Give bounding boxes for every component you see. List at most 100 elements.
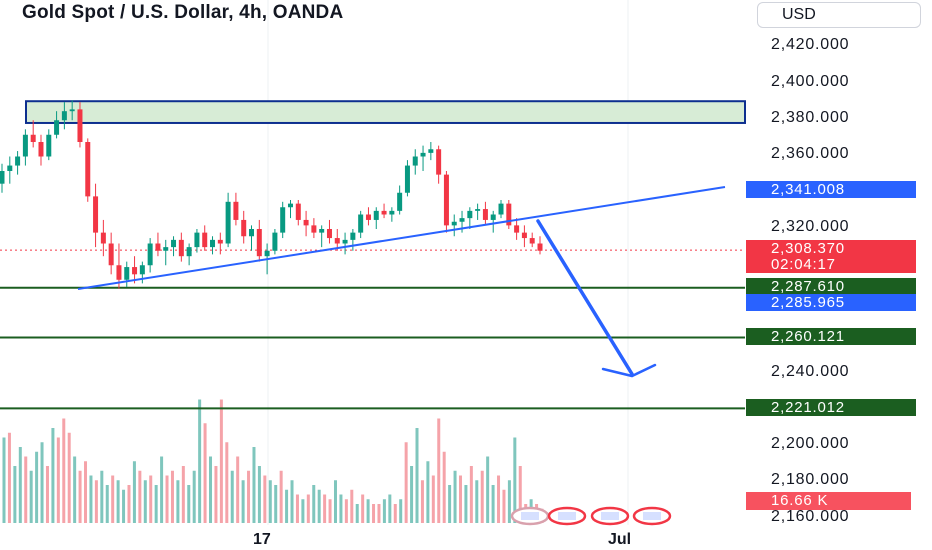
volume-bar bbox=[497, 475, 501, 523]
volume-bar bbox=[464, 485, 468, 523]
currency-button[interactable]: USD bbox=[757, 2, 921, 28]
flag-icon bbox=[643, 512, 661, 520]
last-price-badge: 2,308.370 bbox=[746, 240, 916, 257]
trend-drawings bbox=[77, 186, 726, 378]
candle-body bbox=[202, 232, 208, 248]
price-tick: 2,360.000 bbox=[771, 145, 850, 162]
price-tick: 2,420.000 bbox=[771, 36, 850, 53]
event-icon bbox=[632, 506, 672, 526]
candle-body bbox=[38, 142, 44, 157]
level-price-badge: 2,260.121 bbox=[746, 328, 916, 345]
resistance-zone-rect bbox=[25, 100, 746, 124]
volume-bar bbox=[502, 489, 506, 523]
volume-bar bbox=[263, 475, 267, 523]
time-label: 17 bbox=[253, 531, 271, 548]
volume-bar bbox=[100, 470, 104, 523]
volume-bar bbox=[51, 428, 55, 523]
volume-bar bbox=[339, 494, 343, 523]
volume-bar bbox=[295, 494, 299, 523]
volume-bar bbox=[7, 432, 11, 523]
candle-body bbox=[256, 229, 262, 257]
candle-body bbox=[303, 219, 309, 226]
candle-body bbox=[397, 192, 403, 211]
volume-bar bbox=[154, 485, 158, 523]
candle-body bbox=[194, 232, 200, 248]
volume-bar bbox=[165, 475, 169, 523]
candle-body bbox=[482, 209, 488, 220]
volume-bar bbox=[301, 499, 305, 523]
volume-bar bbox=[285, 489, 289, 523]
event-icon bbox=[590, 506, 630, 526]
candle-body bbox=[428, 149, 434, 153]
price-tick: 2,400.000 bbox=[771, 73, 850, 90]
volume-bar bbox=[290, 480, 294, 523]
candle-body bbox=[311, 225, 317, 233]
volume-bar bbox=[40, 442, 44, 523]
candle-body bbox=[241, 219, 247, 237]
candle-body bbox=[147, 243, 153, 266]
volume-bar bbox=[111, 475, 115, 523]
resistance-zone bbox=[25, 100, 746, 124]
candle-body bbox=[46, 134, 52, 157]
volume-bar bbox=[116, 480, 120, 523]
volume-bar bbox=[138, 470, 142, 523]
volume-bar bbox=[475, 480, 479, 523]
volume-bar bbox=[361, 494, 365, 523]
volume-bar bbox=[420, 480, 424, 523]
candle-body bbox=[15, 156, 21, 166]
volume-bar bbox=[431, 475, 435, 523]
volume-bar bbox=[279, 470, 283, 523]
volume-bar bbox=[458, 475, 462, 523]
volume-bar bbox=[247, 470, 251, 523]
volume-bar bbox=[513, 437, 517, 523]
candle-body bbox=[85, 142, 91, 197]
candle-body bbox=[124, 267, 130, 280]
ascending-trendline bbox=[77, 186, 726, 290]
candle-body bbox=[264, 250, 270, 257]
volume-badge: 16.66 K bbox=[746, 492, 911, 510]
candle-body bbox=[514, 225, 520, 233]
trendline-price-badge: 2,341.008 bbox=[746, 181, 916, 198]
candle-body bbox=[404, 165, 410, 193]
candle-body bbox=[171, 239, 177, 248]
volume-bar bbox=[187, 485, 191, 523]
volume-bar bbox=[18, 447, 22, 523]
volume-bar bbox=[214, 466, 218, 523]
volume-bar bbox=[328, 499, 332, 523]
candle-body bbox=[30, 134, 36, 142]
volume-bar bbox=[410, 466, 414, 523]
candle-body bbox=[54, 120, 60, 135]
volume-bar bbox=[437, 418, 441, 523]
volume-bar bbox=[94, 480, 98, 523]
volume-bar bbox=[372, 504, 376, 523]
candle-body bbox=[420, 152, 426, 157]
candle-body bbox=[443, 174, 449, 226]
candle-body bbox=[132, 267, 138, 275]
volume-bar bbox=[78, 470, 82, 523]
volume-bar bbox=[73, 456, 77, 523]
candle-body bbox=[178, 239, 184, 257]
volume-bar bbox=[355, 504, 359, 523]
candle-body bbox=[319, 229, 325, 233]
volume-bar bbox=[442, 451, 446, 523]
volume-bar bbox=[143, 480, 147, 523]
candle-body bbox=[69, 109, 75, 112]
volume-bar bbox=[241, 480, 245, 523]
candle-body bbox=[365, 214, 371, 220]
event-icon bbox=[510, 506, 550, 526]
volume-bar bbox=[160, 456, 164, 523]
volume-bar bbox=[209, 456, 213, 523]
volume-bar bbox=[333, 480, 337, 523]
volume-bar bbox=[132, 461, 136, 523]
level-price-badge: 2,287.610 bbox=[746, 278, 916, 295]
flag-icon bbox=[521, 512, 539, 520]
volume-bar bbox=[382, 499, 386, 523]
candle-body bbox=[467, 210, 473, 219]
volume-bar bbox=[518, 466, 522, 523]
volume-bar bbox=[252, 447, 256, 523]
candle-body bbox=[272, 232, 278, 251]
candle-body bbox=[412, 156, 418, 166]
volume-bar bbox=[181, 466, 185, 523]
volume-bar bbox=[404, 442, 408, 523]
